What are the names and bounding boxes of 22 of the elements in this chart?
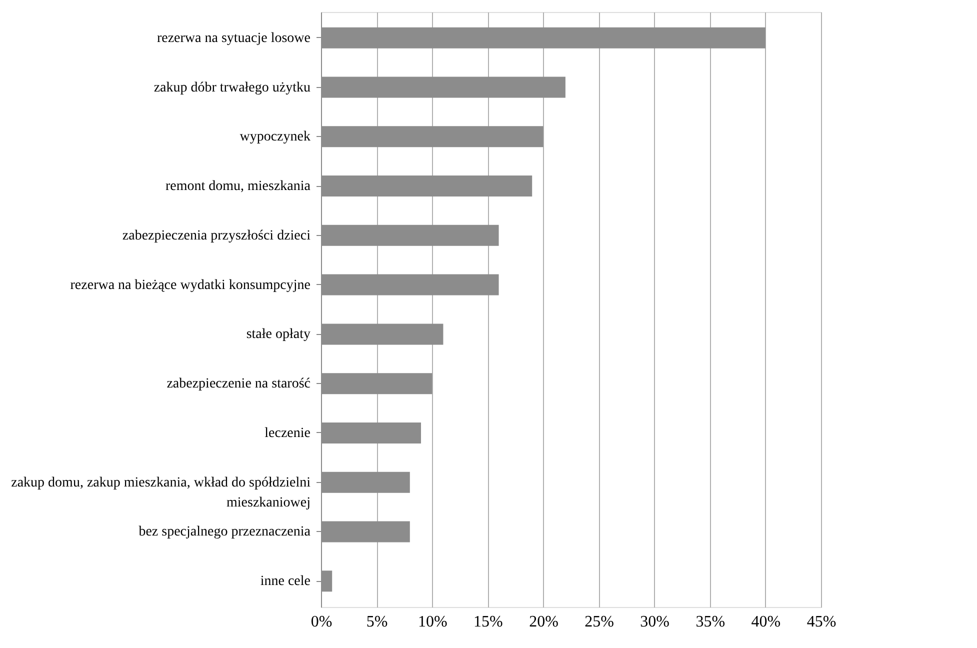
x-tick-label: 30% [640, 614, 670, 630]
y-tick-label: wypoczynek [240, 130, 310, 145]
x-tick-label: 15% [474, 614, 503, 630]
y-tick-label: bez specjalnego przeznaczenia [138, 524, 312, 540]
y-tick-label: zakup domu, zakup mieszkania, wkład do spółdzielni mieszkaniowej [11, 475, 311, 510]
x-tick-label: 45% [806, 614, 836, 630]
y-tick-label: rezerwa na bieżące wydatki konsumpcyjne [70, 278, 310, 293]
x-tick-label: 40% [751, 614, 781, 630]
y-tick-label: remont domu, mieszkania [165, 179, 312, 194]
y-tick-label: stałe opłaty [246, 327, 310, 342]
y-tick-label: zakup dóbr trwałego użytku [154, 80, 310, 96]
y-tick-label: rezerwa na sytuacje losowe [156, 30, 310, 46]
x-tick-label: 5% [366, 614, 388, 630]
x-tick-label: 10% [418, 614, 448, 630]
x-tick-label: 35% [696, 614, 726, 630]
y-tick-label: zabezpieczenie na starość [166, 376, 310, 392]
y-tick-label: inne cele [260, 574, 310, 590]
y-tick-label: leczenie [264, 426, 310, 441]
x-tick-label: 0% [310, 614, 332, 630]
x-tick-label: 25% [584, 614, 614, 630]
x-tick-label: 20% [529, 614, 558, 630]
y-tick-label: zabezpieczenia przyszłości dzieci [122, 228, 311, 244]
